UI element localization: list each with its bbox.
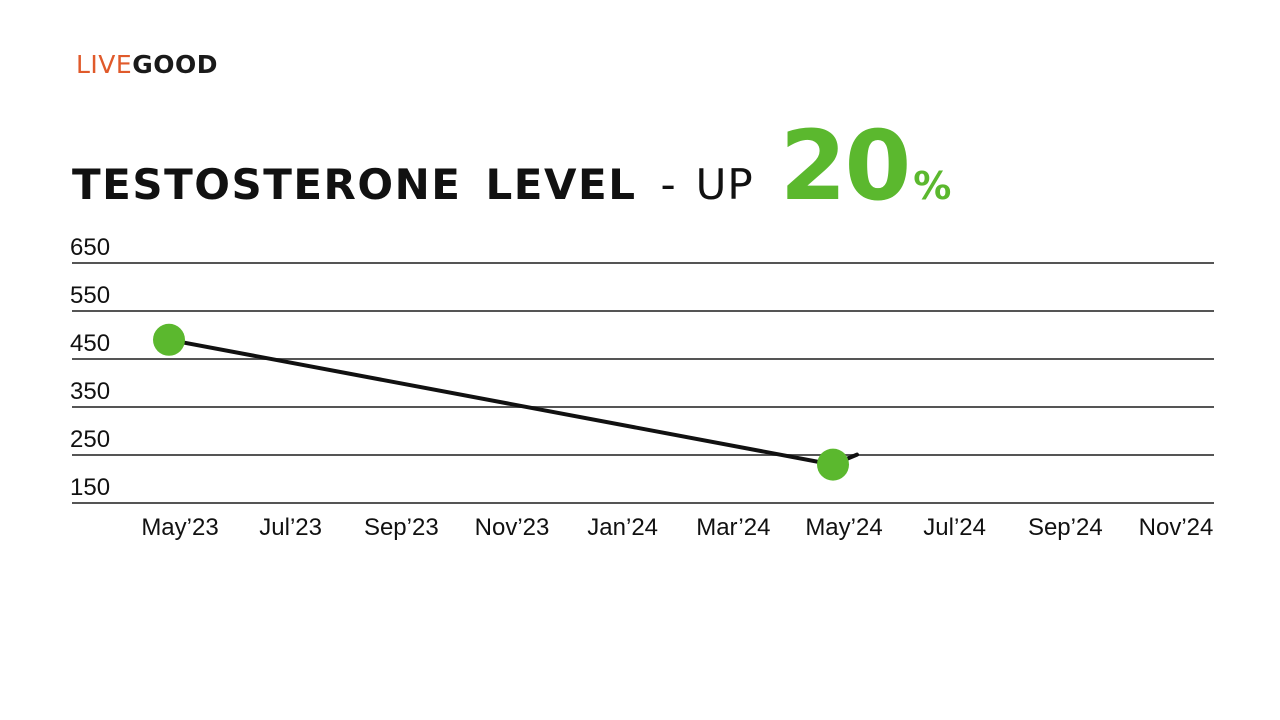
title-percent-value: 20 — [779, 110, 912, 222]
logo-live-text: LIVE — [76, 50, 133, 79]
x-tick-label: Jul’23 — [259, 514, 322, 541]
x-tick-label: Jul’24 — [923, 514, 986, 541]
x-tick-label: May’24 — [805, 514, 882, 541]
logo-good-text: GOOD — [132, 50, 218, 79]
x-tick-label: May’23 — [141, 514, 218, 541]
title-up-text: UP — [695, 160, 754, 209]
page-title: TESTOSTERONE LEVEL - UP 20 % — [72, 110, 951, 222]
data-point-marker — [153, 323, 185, 356]
y-tick-label: 150 — [70, 474, 110, 501]
title-dash: - — [660, 160, 676, 209]
x-tick-label: Nov’24 — [1139, 514, 1214, 541]
y-tick-label: 350 — [70, 378, 110, 405]
title-percent-sign: % — [913, 164, 952, 208]
livegood-logo: LIVEGOOD — [76, 50, 218, 80]
x-tick-label: Sep’23 — [364, 514, 439, 541]
x-tick-label: Sep’24 — [1028, 514, 1103, 541]
x-tick-label: Jan’24 — [587, 514, 658, 541]
y-tick-label: 450 — [70, 330, 110, 357]
title-main-text: TESTOSTERONE LEVEL — [72, 160, 637, 209]
y-tick-label: 250 — [70, 426, 110, 453]
x-tick-label: Nov’23 — [475, 514, 550, 541]
data-point-marker — [817, 448, 849, 481]
x-tick-label: Mar’24 — [696, 514, 770, 541]
series-line — [167, 337, 835, 467]
y-tick-label: 650 — [70, 234, 110, 261]
y-tick-label: 550 — [70, 282, 110, 309]
